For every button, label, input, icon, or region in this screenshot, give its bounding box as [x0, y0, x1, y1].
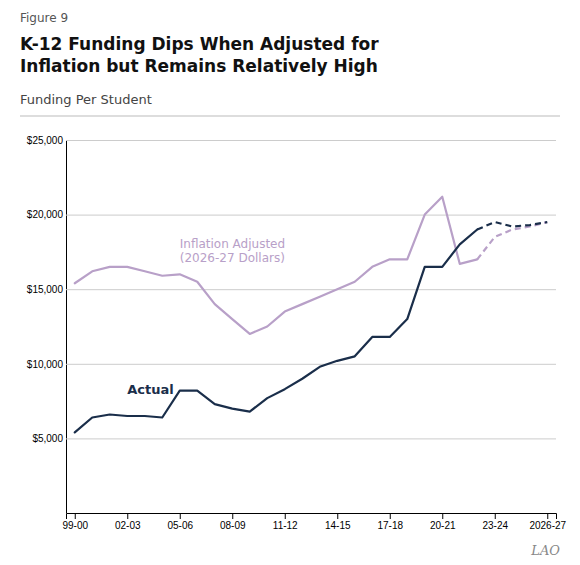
x-tick: 23-24 [482, 513, 508, 531]
series-line [75, 230, 478, 433]
x-axis-line [67, 514, 557, 520]
x-tick: 05-06 [167, 513, 193, 531]
x-tick-label: 08-09 [220, 520, 246, 531]
x-tick-label: 23-24 [482, 520, 508, 531]
series-labels: Inflation Adjusted(2026-27 Dollars) Actua… [127, 237, 285, 397]
y-tick: $15,000 [27, 284, 556, 295]
series-line [75, 197, 478, 334]
grid-line [66, 215, 556, 216]
series-label: Actual [127, 382, 173, 397]
tick-mark [337, 513, 338, 519]
plot: $5,000 $10,000 $15,000 $20,000 $25,000 99-00 0… [27, 135, 567, 531]
chart: Figure 9 K-12 Funding Dips When Adjusted … [0, 0, 580, 565]
y-tick-label: $25,000 [27, 135, 64, 146]
tick-mark [75, 513, 76, 519]
forecast-line [477, 222, 547, 229]
tick-mark [232, 513, 233, 519]
x-tick: 17-18 [377, 513, 403, 531]
y-tick-label: $15,000 [27, 284, 64, 295]
grid-line [66, 140, 556, 141]
x-tick: 11-12 [273, 513, 298, 531]
x-axis: 99-00 02-03 05-06 08-09 11-12 14-15 17-18 20-21… [62, 513, 566, 531]
y-tick: $25,000 [27, 135, 556, 146]
x-tick: 20-21 [430, 513, 456, 531]
grid-line [66, 364, 556, 365]
watermark: LAO [530, 543, 560, 558]
y-tick-label: $5,000 [32, 433, 63, 444]
separator [20, 116, 560, 117]
y-tick: $5,000 [32, 433, 556, 444]
y-tick: $20,000 [27, 209, 556, 220]
forecast-line [477, 222, 547, 259]
x-tick: 2026-27 [529, 513, 566, 531]
y-tick-label: $10,000 [27, 359, 64, 370]
grid-line [66, 438, 556, 439]
series-label: Inflation Adjusted(2026-27 Dollars) [180, 237, 285, 265]
tick-mark [390, 513, 391, 519]
x-tick-label: 11-12 [273, 520, 298, 531]
tick-mark [180, 513, 181, 519]
tick-mark [442, 513, 443, 519]
subtitle: Funding Per Student [20, 92, 152, 107]
tick-mark [495, 513, 496, 519]
x-tick-label: 14-15 [325, 520, 351, 531]
x-tick: 02-03 [115, 513, 141, 531]
title: K-12 Funding Dips When Adjusted forInfla… [20, 34, 379, 76]
x-tick-label: 20-21 [430, 520, 456, 531]
tick-mark [285, 513, 286, 519]
y-axis-line [67, 141, 557, 514]
x-tick-label: 05-06 [167, 520, 193, 531]
figure-label: Figure 9 [20, 11, 68, 25]
y-axis: $5,000 $10,000 $15,000 $20,000 $25,000 [27, 135, 556, 514]
x-tick: 99-00 [62, 513, 88, 531]
tick-mark [547, 513, 548, 519]
lines [75, 197, 548, 433]
y-tick-label: $20,000 [27, 209, 64, 220]
x-tick-label: 2026-27 [529, 520, 566, 531]
tick-mark [127, 513, 128, 519]
grid-line [66, 289, 556, 290]
y-tick: $10,000 [27, 359, 556, 370]
x-tick-label: 02-03 [115, 520, 141, 531]
x-tick: 14-15 [325, 513, 351, 531]
x-tick: 08-09 [220, 513, 246, 531]
x-tick-label: 17-18 [377, 520, 403, 531]
x-tick-label: 99-00 [62, 520, 88, 531]
